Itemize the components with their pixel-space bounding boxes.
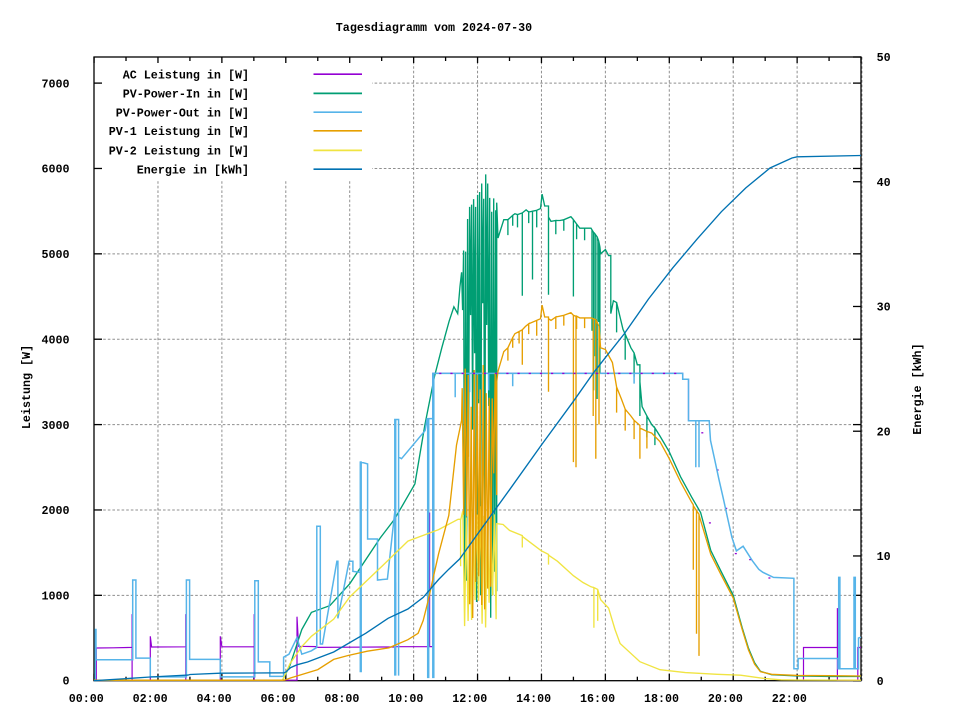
svg-text:10:00: 10:00 (388, 692, 423, 706)
svg-text:Tagesdiagramm vom 2024-07-30: Tagesdiagramm vom 2024-07-30 (336, 21, 532, 35)
svg-text:06:00: 06:00 (260, 692, 295, 706)
svg-text:3000: 3000 (41, 419, 69, 433)
svg-text:40: 40 (877, 176, 891, 190)
svg-text:2000: 2000 (41, 504, 69, 518)
svg-text:6000: 6000 (41, 163, 69, 177)
svg-text:1000: 1000 (41, 590, 69, 604)
svg-text:20:00: 20:00 (708, 692, 743, 706)
svg-text:PV-1 Leistung in [W]: PV-1 Leistung in [W] (109, 125, 249, 139)
svg-text:PV-Power-Out in [W]: PV-Power-Out in [W] (116, 106, 249, 120)
svg-text:AC Leistung in [W]: AC Leistung in [W] (123, 68, 249, 82)
svg-text:22:00: 22:00 (772, 692, 807, 706)
svg-text:10: 10 (877, 550, 891, 564)
svg-text:30: 30 (877, 301, 891, 315)
svg-text:5000: 5000 (41, 248, 69, 262)
svg-text:0: 0 (877, 675, 884, 689)
svg-text:Energie in [kWh]: Energie in [kWh] (137, 163, 249, 177)
svg-text:Leistung [W]: Leistung [W] (20, 345, 34, 429)
svg-text:16:00: 16:00 (580, 692, 615, 706)
svg-text:02:00: 02:00 (133, 692, 168, 706)
svg-text:12:00: 12:00 (452, 692, 487, 706)
svg-text:Energie [kWh]: Energie [kWh] (911, 343, 925, 434)
svg-text:7000: 7000 (41, 77, 69, 91)
svg-text:04:00: 04:00 (197, 692, 232, 706)
svg-text:08:00: 08:00 (324, 692, 359, 706)
svg-text:14:00: 14:00 (516, 692, 551, 706)
svg-text:PV-2 Leistung in [W]: PV-2 Leistung in [W] (109, 145, 249, 159)
svg-text:4000: 4000 (41, 333, 69, 347)
svg-text:0: 0 (62, 674, 69, 688)
svg-text:18:00: 18:00 (644, 692, 679, 706)
svg-text:00:00: 00:00 (69, 692, 104, 706)
svg-text:20: 20 (877, 425, 891, 439)
svg-text:PV-Power-In in [W]: PV-Power-In in [W] (123, 88, 249, 102)
svg-text:50: 50 (877, 51, 891, 65)
